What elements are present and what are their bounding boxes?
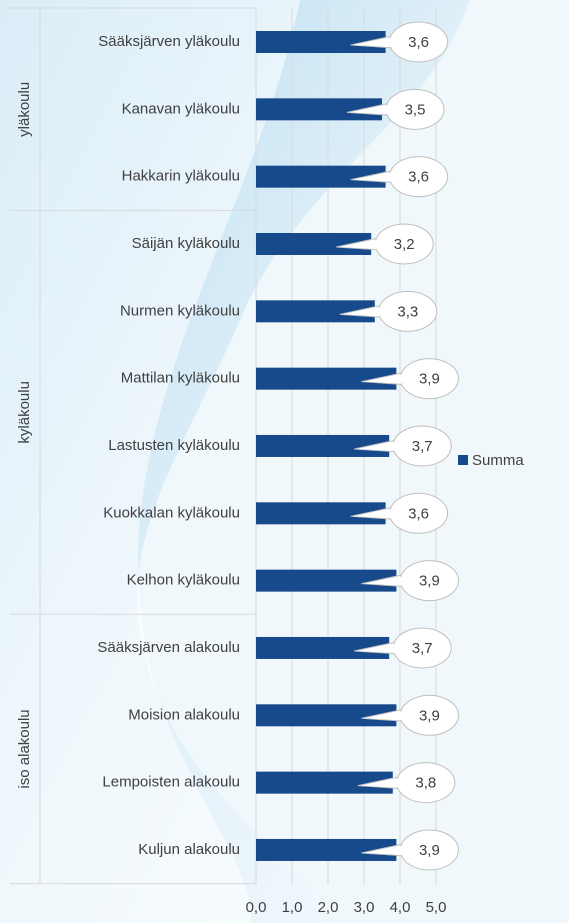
x-tick-label: 3,0 bbox=[354, 899, 375, 916]
data-label: 3,6 bbox=[408, 34, 429, 51]
label-pointer-cover bbox=[363, 711, 405, 721]
data-label: 3,9 bbox=[419, 842, 440, 859]
data-label: 3,9 bbox=[419, 707, 440, 724]
category-label: Sääksjärven alakoulu bbox=[97, 639, 240, 656]
label-pointer-cover bbox=[363, 845, 405, 855]
x-tick-label: 1,0 bbox=[282, 899, 303, 916]
label-pointer-cover bbox=[352, 38, 394, 47]
bar bbox=[256, 771, 393, 794]
data-label: 3,2 bbox=[394, 236, 415, 253]
x-tick-label: 5,0 bbox=[426, 899, 447, 916]
bar bbox=[256, 300, 375, 323]
label-pointer-cover bbox=[349, 105, 390, 115]
bar bbox=[256, 31, 386, 53]
label-pointer-cover bbox=[363, 374, 405, 384]
data-label: 3,5 bbox=[405, 101, 426, 118]
background-white bbox=[0, 0, 300, 923]
category-label: Hakkarin yläkoulu bbox=[122, 168, 240, 185]
group-label: kyläkoulu bbox=[16, 381, 33, 444]
category-label: Kanavan yläkoulu bbox=[122, 100, 240, 117]
label-pointer-cover bbox=[352, 172, 394, 182]
data-label: 3,6 bbox=[408, 505, 429, 522]
bar bbox=[256, 98, 382, 121]
data-label: 3,8 bbox=[415, 775, 436, 792]
bar bbox=[256, 232, 372, 255]
bar bbox=[256, 502, 386, 525]
category-label: Lempoisten alakoulu bbox=[102, 774, 240, 791]
category-label: Lastusten kyläkoulu bbox=[108, 437, 240, 454]
group-label: yläkoulu bbox=[16, 82, 33, 137]
bar bbox=[256, 569, 397, 592]
category-label: Kuokkalan kyläkoulu bbox=[103, 504, 240, 521]
bar bbox=[256, 434, 390, 457]
category-label: Nurmen kyläkoulu bbox=[120, 302, 240, 319]
label-pointer-cover bbox=[338, 239, 380, 249]
category-label: Säijän kyläkoulu bbox=[132, 235, 240, 252]
bar bbox=[256, 165, 386, 188]
background-wave-light bbox=[137, 0, 569, 923]
data-label: 3,7 bbox=[412, 438, 433, 455]
category-label: Mattilan kyläkoulu bbox=[121, 370, 240, 387]
legend-swatch bbox=[458, 455, 468, 465]
category-label: Kuljun alakoulu bbox=[138, 841, 240, 858]
data-label: 3,6 bbox=[408, 169, 429, 186]
legend-label: Summa bbox=[472, 452, 524, 469]
bar bbox=[256, 838, 397, 861]
category-label: Kelhon kyläkoulu bbox=[127, 572, 240, 589]
x-tick-label: 4,0 bbox=[390, 899, 411, 916]
data-label: 3,9 bbox=[419, 371, 440, 388]
category-label: Sääksjärven yläkoulu bbox=[98, 33, 240, 50]
bar bbox=[256, 636, 390, 659]
label-pointer-cover bbox=[359, 778, 401, 788]
label-pointer-cover bbox=[363, 576, 405, 586]
label-pointer-cover bbox=[352, 509, 394, 519]
data-label: 3,9 bbox=[419, 573, 440, 590]
label-pointer-cover bbox=[356, 643, 398, 653]
label-pointer-cover bbox=[356, 441, 398, 451]
x-tick-label: 0,0 bbox=[246, 899, 267, 916]
bar bbox=[256, 367, 397, 390]
category-label: Moision alakoulu bbox=[128, 706, 240, 723]
bar bbox=[256, 704, 397, 727]
data-label: 3,3 bbox=[397, 303, 418, 320]
data-label: 3,7 bbox=[412, 640, 433, 657]
x-tick-label: 2,0 bbox=[318, 899, 339, 916]
group-label: iso alakoulu bbox=[16, 709, 33, 788]
label-pointer-cover bbox=[341, 307, 383, 317]
